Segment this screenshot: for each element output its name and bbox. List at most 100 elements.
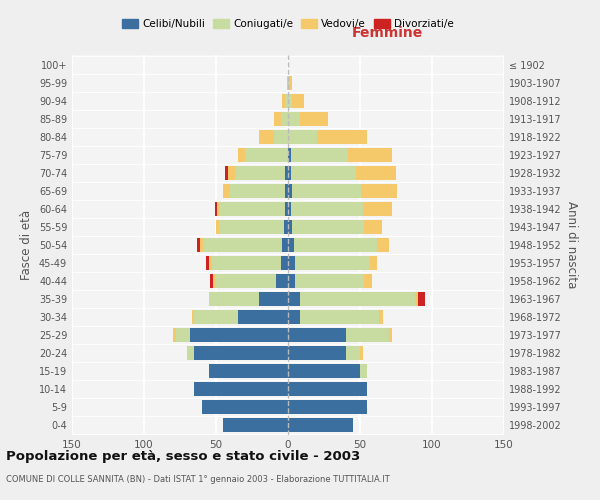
Bar [281, 256, 288, 270]
Bar [360, 346, 363, 360]
Bar [284, 220, 288, 234]
Bar [364, 220, 382, 234]
Y-axis label: Fasce di età: Fasce di età [20, 210, 33, 280]
Bar [289, 76, 292, 90]
Bar [173, 328, 176, 342]
Bar [361, 184, 397, 198]
Bar [216, 220, 219, 234]
Bar [191, 310, 194, 324]
Bar [223, 418, 288, 432]
Bar [227, 166, 235, 180]
Bar [224, 166, 227, 180]
Bar [194, 310, 238, 324]
Bar [288, 382, 367, 396]
Bar [415, 292, 418, 306]
Bar [202, 400, 288, 414]
Bar [288, 238, 294, 252]
Bar [282, 238, 288, 252]
Bar [292, 220, 364, 234]
Bar [294, 238, 377, 252]
Bar [363, 202, 392, 216]
Bar [356, 166, 396, 180]
Bar [288, 166, 291, 180]
Bar [277, 274, 288, 288]
Legend: Celibi/Nubili, Coniugati/e, Vedovi/e, Divorziati/e: Celibi/Nubili, Coniugati/e, Vedovi/e, Di… [118, 14, 458, 33]
Bar [299, 292, 415, 306]
Bar [238, 148, 245, 162]
Bar [274, 130, 288, 144]
Bar [194, 346, 288, 360]
Bar [292, 94, 304, 108]
Text: Femmine: Femmine [352, 26, 423, 40]
Bar [346, 328, 389, 342]
Bar [299, 310, 379, 324]
Bar [274, 112, 281, 126]
Bar [238, 310, 288, 324]
Bar [346, 346, 360, 360]
Bar [223, 184, 230, 198]
Bar [370, 256, 377, 270]
Bar [288, 130, 317, 144]
Bar [364, 274, 371, 288]
Bar [216, 274, 277, 288]
Bar [282, 94, 285, 108]
Bar [187, 346, 194, 360]
Bar [200, 238, 203, 252]
Bar [206, 256, 209, 270]
Bar [288, 184, 292, 198]
Bar [281, 112, 288, 126]
Bar [176, 328, 190, 342]
Bar [259, 130, 274, 144]
Bar [389, 328, 392, 342]
Bar [245, 148, 288, 162]
Bar [288, 256, 295, 270]
Bar [288, 328, 346, 342]
Bar [288, 418, 353, 432]
Bar [220, 202, 285, 216]
Bar [209, 364, 288, 378]
Text: COMUNE DI COLLE SANNITA (BN) - Dati ISTAT 1° gennaio 2003 - Elaborazione TUTTITA: COMUNE DI COLLE SANNITA (BN) - Dati ISTA… [6, 475, 390, 484]
Bar [295, 256, 370, 270]
Bar [217, 202, 220, 216]
Bar [317, 130, 367, 144]
Bar [295, 274, 364, 288]
Bar [210, 274, 213, 288]
Bar [288, 220, 292, 234]
Bar [190, 328, 288, 342]
Bar [288, 94, 292, 108]
Bar [288, 364, 360, 378]
Bar [288, 400, 367, 414]
Bar [288, 148, 291, 162]
Bar [377, 238, 389, 252]
Bar [288, 292, 299, 306]
Bar [288, 310, 299, 324]
Y-axis label: Anni di nascita: Anni di nascita [565, 202, 578, 288]
Bar [209, 292, 259, 306]
Bar [203, 238, 282, 252]
Bar [291, 166, 356, 180]
Bar [259, 292, 288, 306]
Bar [288, 76, 289, 90]
Bar [291, 202, 363, 216]
Bar [379, 310, 383, 324]
Bar [197, 238, 200, 252]
Bar [292, 184, 361, 198]
Bar [299, 112, 328, 126]
Bar [349, 148, 392, 162]
Bar [288, 112, 299, 126]
Bar [194, 382, 288, 396]
Text: Popolazione per età, sesso e stato civile - 2003: Popolazione per età, sesso e stato civil… [6, 450, 360, 463]
Bar [288, 274, 295, 288]
Bar [212, 256, 281, 270]
Bar [213, 274, 216, 288]
Bar [288, 346, 346, 360]
Bar [215, 202, 217, 216]
Bar [285, 184, 288, 198]
Bar [285, 94, 288, 108]
Bar [288, 202, 291, 216]
Bar [209, 256, 212, 270]
Bar [219, 220, 284, 234]
Bar [235, 166, 285, 180]
Bar [230, 184, 285, 198]
Bar [418, 292, 425, 306]
